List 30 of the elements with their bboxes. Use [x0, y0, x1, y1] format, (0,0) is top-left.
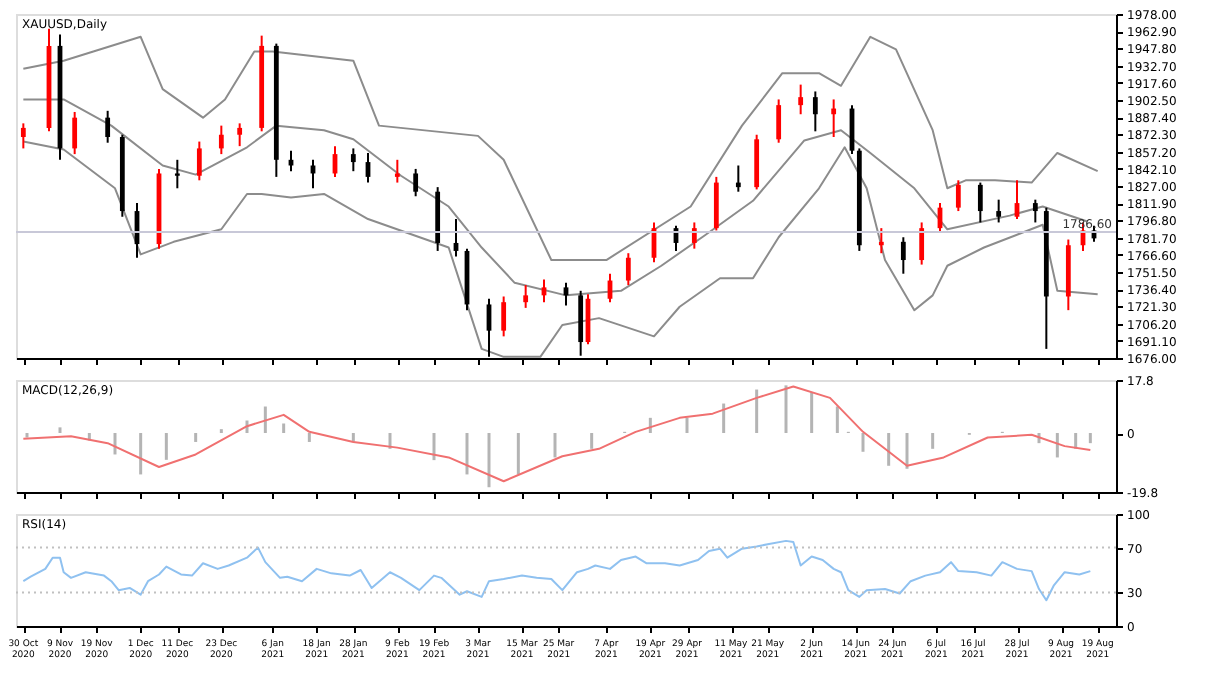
candlestick: [919, 221, 925, 266]
candlestick: [812, 90, 818, 133]
candlestick: [196, 140, 202, 182]
candlestick: [350, 147, 356, 173]
candlestick: [831, 98, 837, 139]
candlestick: [20, 122, 26, 150]
candlestick: [1032, 198, 1038, 224]
candlestick: [625, 252, 631, 287]
candlestick: [174, 158, 180, 190]
candlestick: [523, 284, 529, 309]
candlestick: [754, 133, 760, 191]
candlestick: [218, 124, 224, 156]
line-series: [22, 385, 1092, 483]
candlestick: [735, 164, 741, 193]
candlestick: [798, 83, 804, 116]
candlestick: [713, 175, 719, 232]
candlestick: [237, 122, 243, 148]
line-series: [22, 539, 1092, 602]
candlestick: [900, 236, 906, 275]
candlestick: [413, 167, 419, 198]
candlestick: [977, 181, 983, 224]
candlestick: [996, 198, 1002, 224]
candlestick: [878, 227, 884, 255]
candlestick: [72, 110, 78, 156]
candlestick: [691, 221, 697, 250]
candlestick: [501, 295, 507, 338]
candlestick: [776, 98, 782, 144]
candlestick: [955, 179, 961, 213]
candlestick: [394, 158, 400, 184]
candlestick: [105, 109, 111, 144]
